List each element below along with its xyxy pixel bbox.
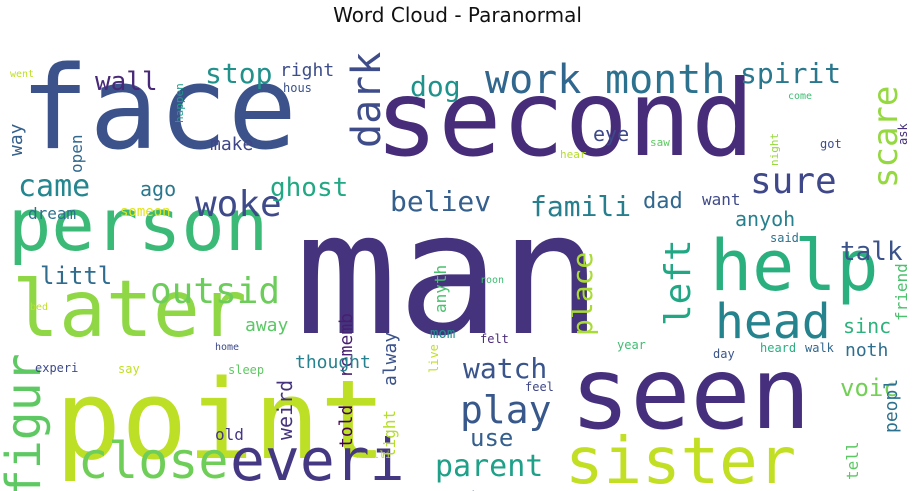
word-make: make	[210, 134, 253, 155]
word-peopl: peopl	[881, 379, 902, 433]
word-got: got	[820, 137, 842, 151]
word-come: come	[788, 91, 812, 102]
word-ghost: ghost	[270, 173, 348, 203]
word-cloud: man face second point seen person later help sis…	[0, 28, 915, 491]
word-scare: scare	[866, 86, 906, 188]
word-close: close	[78, 432, 229, 490]
word-realli: realli	[355, 450, 391, 461]
word-face: face	[20, 42, 297, 176]
word-tri: tri	[455, 489, 477, 491]
word-talk: talk	[840, 237, 903, 267]
word-left: left	[658, 239, 699, 326]
word-said: said	[770, 231, 799, 245]
word-right: right	[280, 60, 334, 81]
word-want: want	[702, 190, 741, 209]
word-roon: roon	[480, 275, 504, 286]
word-bed: bed	[30, 302, 48, 313]
word-live: live	[427, 344, 441, 373]
word-sister: sister	[565, 425, 796, 491]
word-man: man	[295, 176, 602, 374]
word-anyoh: anyoh	[735, 207, 795, 231]
word-say: say	[118, 362, 140, 376]
word-feel: feel	[525, 380, 554, 394]
word-noth: noth	[845, 340, 888, 361]
word-seen: seen	[570, 335, 811, 452]
word-old: old	[215, 425, 244, 444]
word-heard: heard	[760, 341, 796, 355]
word-year: year	[617, 338, 646, 352]
word-experi: experi	[35, 361, 78, 375]
word-second: second	[375, 58, 754, 180]
word-thought: thought	[295, 352, 371, 373]
word-anyth: anyth	[431, 265, 450, 313]
word-walk: walk	[805, 341, 835, 355]
word-figur: figur	[0, 354, 52, 491]
word-point: point	[55, 356, 386, 484]
word-light: light	[380, 410, 399, 458]
word-eye: eye	[593, 122, 629, 146]
word-famili: famili	[530, 190, 631, 223]
word-voic: voic	[840, 374, 898, 402]
word-tell: tell	[843, 441, 862, 480]
word-came: came	[18, 169, 90, 204]
word-dark: dark	[344, 52, 390, 148]
word-outsid: outsid	[150, 271, 280, 312]
word-littl: littl	[40, 262, 112, 290]
word-rememb: rememb	[336, 313, 357, 378]
word-believ: believ	[390, 185, 491, 218]
word-help: help	[710, 225, 879, 307]
word-ask: ask	[896, 123, 910, 145]
word-later: later	[12, 265, 247, 355]
word-day: day	[713, 347, 735, 361]
word-wall: wall	[95, 67, 158, 97]
word-away: away	[245, 315, 289, 336]
word-went: went	[10, 69, 34, 80]
word-place: place	[566, 252, 599, 336]
word-watch: watch	[463, 352, 547, 385]
word-told: told	[336, 405, 357, 448]
word-someon: someon	[120, 204, 171, 220]
word-saw: saw	[650, 136, 670, 149]
word-stop: stop	[205, 57, 272, 90]
word-sure: sure	[750, 161, 837, 202]
word-weird: weird	[273, 380, 297, 440]
word-dog: dog	[410, 70, 461, 103]
word-home: home	[215, 342, 239, 353]
word-friend: friend	[892, 263, 911, 321]
word-use: use	[470, 424, 513, 452]
chart-title: Word Cloud - Paranormal	[333, 3, 582, 27]
word-head: head	[715, 294, 831, 350]
word-spirit: spirit	[740, 57, 841, 90]
word-woke: woke	[195, 184, 282, 225]
word-play: play	[460, 388, 552, 432]
word-happen: happen	[173, 83, 186, 123]
word-dream: dream	[28, 204, 76, 223]
word-person: person	[8, 183, 268, 267]
word-sleep: sleep	[228, 363, 264, 377]
word-sinc: sinc	[843, 314, 891, 338]
word-parent: parent	[435, 449, 543, 484]
word-dad: dad	[643, 189, 683, 214]
word-night: night	[768, 133, 781, 166]
word-work: work	[485, 57, 581, 103]
word-felt: felt	[480, 332, 509, 346]
word-hous: hous	[283, 81, 312, 95]
word-alway: alway	[380, 332, 401, 386]
word-hear: hear	[560, 148, 587, 161]
word-mom: mom	[430, 326, 455, 342]
word-open: open	[67, 134, 86, 173]
word-ago: ago	[140, 177, 176, 201]
word-everi: everi	[230, 426, 405, 491]
word-month: month	[605, 57, 725, 103]
word-way: way	[6, 123, 27, 156]
